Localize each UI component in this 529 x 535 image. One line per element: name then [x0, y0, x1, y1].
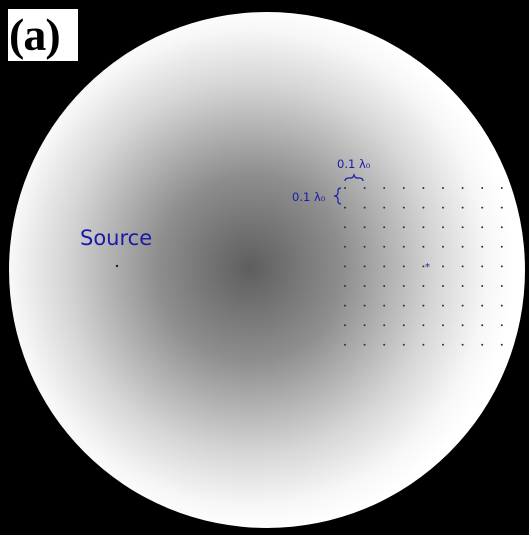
grid-point	[363, 343, 366, 346]
grid-point	[363, 206, 366, 209]
grid-point	[461, 324, 464, 327]
grid-point	[383, 343, 386, 346]
grid-point	[461, 343, 464, 346]
grid-point	[500, 206, 503, 209]
grid-point	[461, 226, 464, 229]
grid-point	[442, 324, 444, 327]
grid-point	[442, 285, 444, 287]
grid-point	[422, 343, 425, 346]
grid-point	[500, 324, 503, 327]
grid-point	[402, 206, 405, 209]
grid-point	[363, 265, 366, 268]
grid-point	[344, 285, 346, 287]
grid-point	[383, 245, 386, 248]
target-point-marker: *	[425, 262, 430, 273]
grid-point	[383, 324, 386, 327]
grid-point	[402, 226, 405, 229]
grid-point	[422, 265, 425, 268]
grid-point	[344, 187, 346, 189]
grid-point	[344, 226, 346, 229]
grid-point	[461, 285, 464, 287]
grid-point	[500, 226, 503, 229]
grid-point	[481, 285, 484, 287]
grid-point	[500, 245, 503, 248]
grid-point	[481, 304, 484, 307]
grid-point	[422, 226, 425, 229]
grid-point	[442, 343, 444, 346]
grid-point	[500, 265, 503, 268]
horizontal-spacing-label: 0.1 λ₀	[337, 157, 371, 171]
grid-point	[422, 285, 425, 287]
grid-point	[344, 265, 346, 268]
grid-point	[402, 265, 405, 268]
grid-point	[481, 187, 484, 189]
grid-point	[402, 343, 405, 346]
grid-point	[422, 245, 425, 248]
grid-point	[442, 304, 444, 307]
grid-point	[461, 206, 464, 209]
grid-point	[422, 304, 425, 307]
grid-point	[442, 187, 444, 189]
grid-point	[363, 324, 366, 327]
grid-point	[402, 304, 405, 307]
grid-point	[461, 304, 464, 307]
grid-point	[363, 245, 366, 248]
grid-point	[481, 324, 484, 327]
grid-point	[363, 304, 366, 307]
grid-point	[481, 265, 484, 268]
source-label: Source	[80, 226, 152, 250]
grid-point	[402, 324, 405, 327]
grid-point	[500, 285, 503, 287]
grid-point	[461, 187, 464, 189]
grid-point	[383, 265, 386, 268]
grid-point	[383, 187, 386, 189]
grid-point	[383, 226, 386, 229]
grid-point	[422, 187, 425, 189]
grid-point	[481, 206, 484, 209]
grid-point	[481, 245, 484, 248]
grid-point	[402, 187, 405, 189]
grid-point	[344, 206, 346, 209]
simulation-domain	[9, 12, 525, 528]
grid-point	[500, 187, 503, 189]
grid-point	[481, 343, 484, 346]
grid-point	[402, 245, 405, 248]
grid-point	[461, 245, 464, 248]
source-point	[115, 264, 119, 268]
panel-label: (a)	[7, 8, 79, 62]
grid-point	[363, 285, 366, 287]
grid-point	[383, 285, 386, 287]
observation-grid	[344, 187, 503, 346]
grid-point	[344, 324, 346, 327]
grid-point	[500, 343, 503, 346]
grid-point	[383, 206, 386, 209]
grid-point	[344, 245, 346, 248]
grid-point	[481, 226, 484, 229]
vertical-spacing-label: 0.1 λ₀	[292, 190, 326, 204]
grid-point	[344, 304, 346, 307]
grid-point	[422, 324, 425, 327]
grid-point	[442, 265, 444, 268]
grid-point	[500, 304, 503, 307]
grid-point	[363, 226, 366, 229]
grid-point	[442, 226, 444, 229]
vertical-spacing-brace	[333, 187, 342, 205]
grid-point	[363, 187, 366, 189]
grid-point	[442, 206, 444, 209]
grid-point	[344, 343, 346, 346]
horizontal-spacing-brace	[344, 173, 364, 182]
grid-point	[422, 206, 425, 209]
grid-point	[461, 265, 464, 268]
grid-point	[383, 304, 386, 307]
grid-point	[442, 245, 444, 248]
grid-point	[402, 285, 405, 287]
